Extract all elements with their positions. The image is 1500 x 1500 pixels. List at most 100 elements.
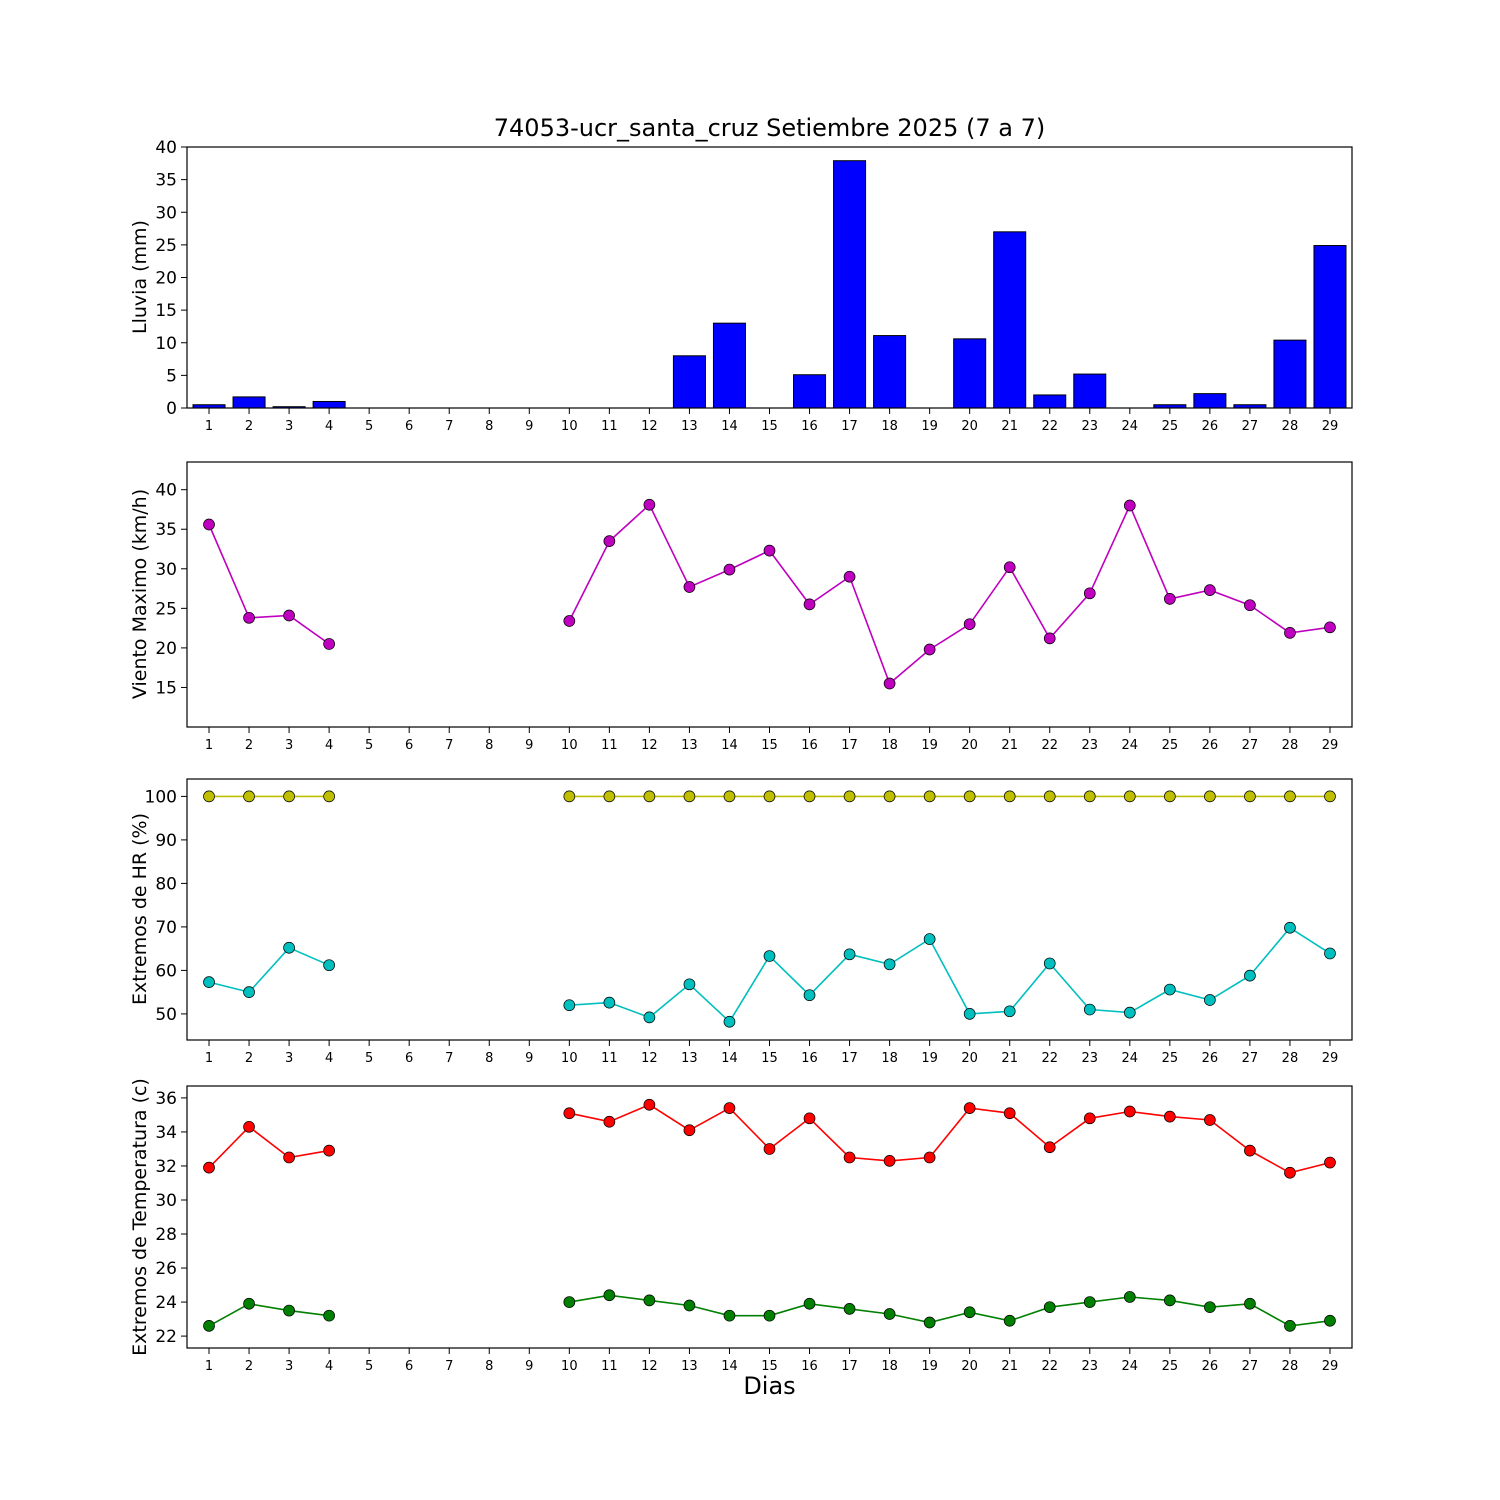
x-tick-label: 2 [245,1051,253,1066]
y-tick-label: 80 [155,874,177,894]
bar-day-14 [712,322,746,409]
x-tick-label: 17 [841,738,858,753]
marker-temperatura-maxima-day-29 [1324,1156,1336,1169]
x-tick-label: 13 [681,419,698,434]
marker-viento-maximo-day-21 [1003,561,1016,574]
marker-temperatura-minima-day-25 [1163,1294,1176,1307]
axes-frame [186,778,1353,1041]
marker-hr-maxima-day-18 [883,790,896,803]
bar-day-29 [1313,245,1347,409]
x-tick-label: 6 [405,738,413,753]
x-tick-label: 9 [525,419,533,434]
x-tick-label: 26 [1202,419,1219,434]
marker-temperatura-minima-day-15 [763,1309,776,1322]
marker-temperatura-minima-day-19 [923,1316,936,1329]
marker-temperatura-minima-day-14 [723,1309,736,1322]
marker-hr-maxima-day-28 [1284,790,1296,803]
marker-temperatura-minima-day-3 [283,1304,295,1317]
x-tick-label: 15 [761,738,778,753]
x-tick-label: 18 [881,1051,898,1066]
line-hr-minima [208,926,1331,1023]
x-tick-label: 13 [681,1359,698,1374]
marker-hr-minima-day-26 [1204,994,1216,1006]
marker-hr-maxima-day-16 [803,790,816,803]
marker-hr-maxima-day-21 [1003,790,1016,803]
marker-hr-maxima-day-14 [723,790,736,803]
marker-viento-maximo-day-11 [603,535,616,547]
ylabel-temperatura: Extremos de Temperatura (c) [129,1078,151,1356]
marker-hr-maxima-day-29 [1324,790,1336,803]
marker-hr-minima-day-19 [923,933,936,945]
marker-temperatura-minima-day-22 [1043,1301,1056,1314]
marker-hr-maxima-day-19 [923,790,936,803]
marker-temperatura-maxima-day-15 [763,1143,776,1155]
y-tick-label: 35 [155,171,177,191]
marker-hr-maxima-day-24 [1123,790,1136,803]
x-tick-label: 3 [285,1359,293,1374]
x-tick-label: 10 [561,1051,578,1066]
x-tick-label: 18 [881,1359,898,1374]
y-tick-label: 32 [155,1157,177,1177]
y-tick-label: 35 [155,520,177,540]
x-tick-label: 20 [961,1051,978,1066]
marker-hr-maxima-day-13 [683,790,696,803]
y-tick-label: 0 [166,399,177,419]
marker-viento-maximo-day-4 [323,638,335,650]
x-tick-label: 23 [1082,1051,1099,1066]
marker-hr-maxima-day-17 [843,790,856,803]
y-tick-label: 40 [155,481,177,501]
y-tick-label: 30 [155,560,177,580]
line-viento-maximo [208,503,1331,685]
marker-hr-minima-day-12 [643,1011,656,1024]
marker-temperatura-minima-day-26 [1204,1301,1216,1314]
x-tick-label: 11 [601,1051,618,1066]
ylabel-lluvia: Lluvia (mm) [129,220,151,334]
x-tick-label: 11 [601,738,618,753]
y-tick-label: 20 [155,269,177,289]
marker-temperatura-minima-day-20 [963,1306,976,1319]
marker-temperatura-minima-day-28 [1284,1320,1296,1332]
ylabel-hr: Extremos de HR (%) [129,812,151,1006]
x-tick-label: 23 [1082,419,1099,434]
x-tick-label: 4 [325,1359,333,1374]
y-tick-label: 15 [155,678,177,698]
marker-hr-maxima-day-1 [203,790,215,803]
x-tick-label: 25 [1162,1051,1179,1066]
marker-viento-maximo-day-13 [683,581,696,593]
y-tick-label: 25 [155,599,177,619]
x-tick-label: 26 [1202,1359,1219,1374]
marker-temperatura-maxima-day-22 [1043,1141,1056,1154]
marker-viento-maximo-day-24 [1123,499,1136,512]
marker-hr-maxima-day-2 [243,790,255,803]
y-tick-label: 30 [155,203,177,223]
marker-temperatura-maxima-day-16 [803,1112,816,1125]
x-tick-label: 13 [681,738,698,753]
x-tick-label: 16 [801,1359,818,1374]
x-tick-label: 6 [405,1051,413,1066]
x-tick-label: 7 [445,419,453,434]
x-tick-label: 23 [1082,738,1099,753]
marker-temperatura-minima-day-11 [603,1289,616,1302]
marker-temperatura-maxima-day-10 [563,1107,576,1120]
x-tick-label: 17 [841,1051,858,1066]
x-tick-label: 24 [1122,1051,1139,1066]
x-tick-label: 13 [681,1051,698,1066]
marker-temperatura-maxima-day-18 [883,1155,896,1167]
marker-viento-maximo-day-23 [1083,587,1096,600]
marker-temperatura-maxima-day-24 [1123,1105,1136,1118]
marker-hr-minima-day-3 [283,941,295,954]
x-tick-label: 4 [325,1051,333,1066]
x-tick-label: 20 [961,738,978,753]
marker-hr-minima-day-10 [563,999,576,1012]
y-tick-label: 5 [166,366,177,386]
x-tick-label: 29 [1322,1051,1339,1066]
x-tick-label: 15 [761,419,778,434]
marker-hr-maxima-day-25 [1163,790,1176,803]
marker-viento-maximo-day-16 [803,598,816,611]
x-tick-label: 19 [921,738,938,753]
x-tick-label: 16 [801,1051,818,1066]
x-tick-label: 21 [1001,1051,1018,1066]
x-tick-label: 7 [445,738,453,753]
